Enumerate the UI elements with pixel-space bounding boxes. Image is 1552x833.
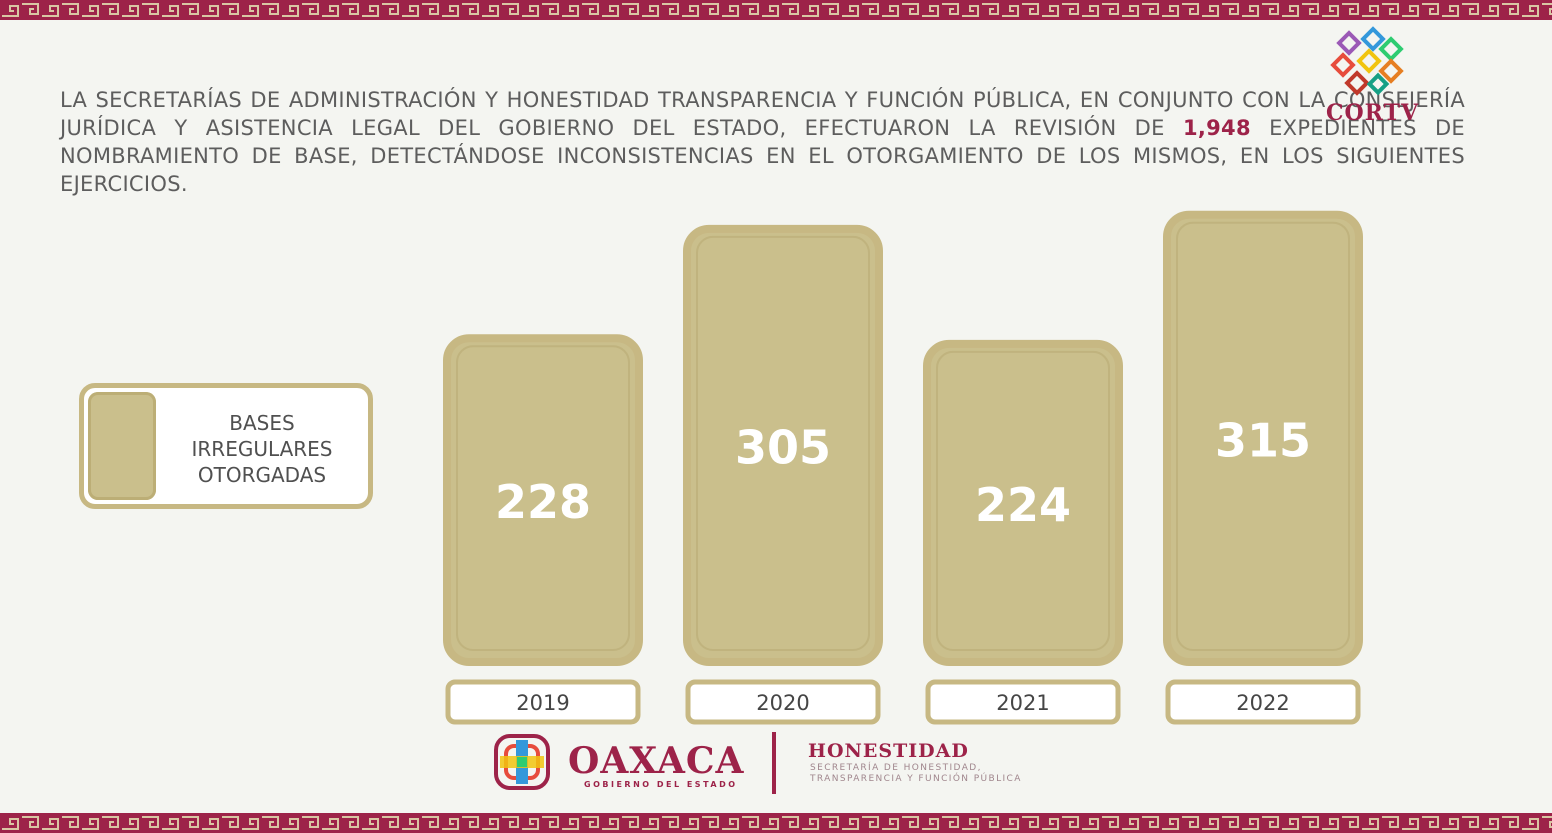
bar-2022 <box>1163 210 1363 666</box>
bar-inner-2020 <box>696 235 870 651</box>
bar-2019 <box>443 334 643 666</box>
bar-value-label-2020: 305 <box>735 420 831 474</box>
bar-inner-2021 <box>936 350 1110 651</box>
logo-divider <box>772 732 776 794</box>
category-label-2021: 2021 <box>996 691 1049 715</box>
bar-value-label-2019: 228 <box>495 475 591 529</box>
intro-paragraph: LA SECRETARÍAS DE ADMINISTRACIÓN Y HONES… <box>60 86 1465 198</box>
honestidad-subtitle-line-2: TRANSPARENCIA Y FUNCIÓN PÚBLICA <box>810 774 1022 784</box>
legend-swatch <box>88 392 156 500</box>
category-label-2020: 2020 <box>756 691 809 715</box>
category-label-2019: 2019 <box>516 691 569 715</box>
honestidad-subtitle-line-1: SECRETARÍA DE HONESTIDAD, <box>810 763 982 773</box>
bar-inner-2019 <box>456 345 630 651</box>
intro-text-after: EXPEDIENTES DE NOMBRAMIENTO DE BASE, DET… <box>60 116 1465 196</box>
oaxaca-subtitle: GOBIERNO DEL ESTADO <box>584 780 738 789</box>
bar-value-label-2022: 315 <box>1215 413 1311 467</box>
bar-value-label-2021: 224 <box>975 478 1071 532</box>
chart-legend: BASES IRREGULARES OTORGADAS <box>79 383 373 509</box>
category-box-2019 <box>445 679 641 725</box>
honestidad-wordmark: HONESTIDAD <box>808 740 969 762</box>
legend-line-2: IRREGULARES <box>191 437 333 461</box>
category-box-2022 <box>1165 679 1361 725</box>
cortv-emblem-icon <box>1330 26 1404 96</box>
legend-line-3: OTORGADAS <box>197 463 327 487</box>
decorative-top-band <box>0 0 1552 20</box>
category-label-2022: 2022 <box>1236 691 1289 715</box>
cortv-wordmark: CORTV <box>1326 100 1420 126</box>
decorative-bottom-band <box>0 813 1552 833</box>
legend-line-1: BASES <box>229 411 295 435</box>
bar-inner-2022 <box>1176 221 1350 651</box>
oaxaca-wordmark: OAXACA <box>568 740 745 782</box>
category-box-2020 <box>685 679 881 725</box>
bar-2020 <box>683 224 883 666</box>
bar-2021 <box>923 339 1123 666</box>
footer-logos: OAXACA GOBIERNO DEL ESTADO HONESTIDAD SE… <box>492 730 1052 796</box>
intro-text-before: LA SECRETARÍAS DE ADMINISTRACIÓN Y HONES… <box>60 88 1465 140</box>
legend-label: BASES IRREGULARES OTORGADAS <box>172 410 352 488</box>
oaxaca-emblem-icon <box>494 734 550 790</box>
category-box-2021 <box>925 679 1121 725</box>
cortv-logo: CORTV <box>1322 26 1418 126</box>
honestidad-subtitle: SECRETARÍA DE HONESTIDAD, TRANSPARENCIA … <box>810 763 1060 785</box>
expedientes-total: 1,948 <box>1182 116 1251 140</box>
